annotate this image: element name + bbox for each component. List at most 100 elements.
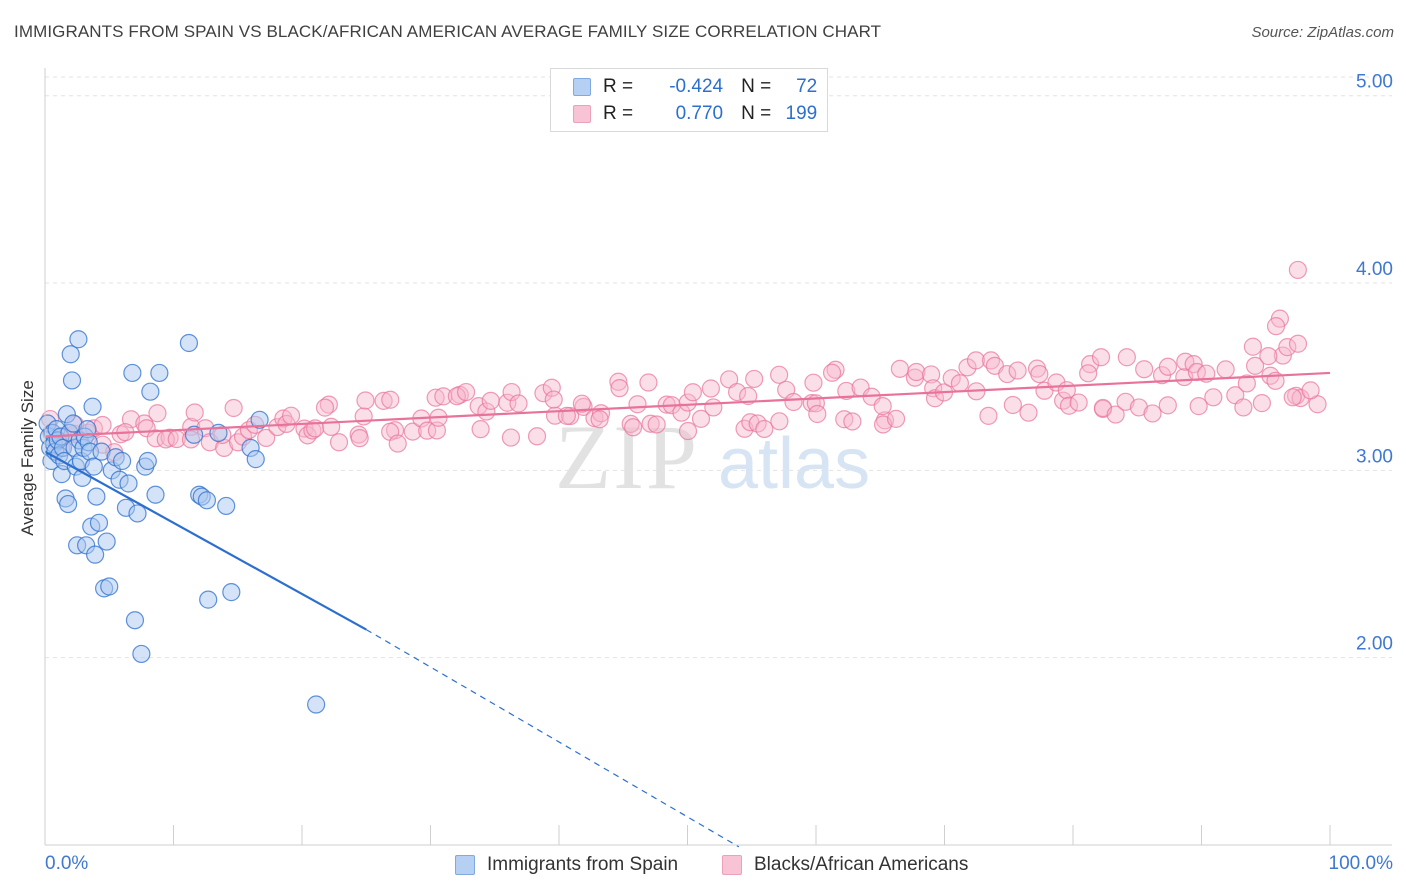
blue-point [146, 485, 165, 504]
blue-point [150, 363, 169, 383]
pink-point [1216, 360, 1235, 379]
pink-point [770, 412, 789, 431]
n-value-spain: 72 [796, 76, 818, 97]
legend-item-black[interactable]: Blacks/African Americans [722, 852, 968, 878]
legend-item-spain[interactable]: Immigrants from Spain [455, 852, 678, 878]
blue-trend-line [44, 450, 367, 631]
blue-point [246, 450, 265, 469]
pink-point [621, 414, 640, 434]
pink-point [1030, 364, 1049, 384]
pink-point [950, 374, 970, 393]
blue-point [61, 345, 80, 364]
y-tick-label: 4.00 [1356, 259, 1393, 280]
blue-point [250, 410, 269, 429]
pink-point [148, 404, 167, 423]
blue-point [62, 371, 82, 390]
pink-point [418, 421, 437, 440]
pink-point [501, 428, 521, 447]
pink-point [1243, 337, 1263, 356]
legend-pink-swatch [722, 855, 742, 875]
pink-point [456, 382, 476, 402]
pink-point [481, 391, 500, 410]
pink-point [1204, 388, 1223, 407]
pink-point [381, 390, 400, 409]
pink-point [1273, 346, 1292, 365]
blue-swatch [573, 78, 591, 96]
pink-point [329, 433, 349, 452]
pink-point [886, 409, 906, 428]
pink-point [907, 362, 926, 382]
pink-point [426, 388, 445, 407]
pink-point [837, 381, 856, 401]
blue-point [84, 457, 103, 476]
pink-point [322, 417, 341, 437]
pink-point [770, 365, 789, 384]
pink-point [678, 421, 698, 441]
blue-point [112, 451, 132, 471]
pink-point [1135, 360, 1154, 379]
pink-point [728, 382, 747, 402]
pink-point [822, 363, 842, 382]
pink-point [1106, 405, 1125, 424]
pink-point [388, 434, 407, 453]
stats-row-spain: R = -0.424 N = 72 [573, 74, 817, 100]
source-credit: Source: ZipAtlas.com [1251, 24, 1394, 41]
pink-point [691, 409, 711, 428]
pink-point [966, 351, 986, 370]
pink-point [701, 379, 720, 398]
pink-point [678, 393, 697, 412]
blue-point [59, 494, 78, 514]
blue-series-points [38, 330, 326, 714]
pink-point [804, 373, 823, 392]
blue-point [119, 474, 138, 493]
pink-point [1143, 404, 1162, 423]
pink-point [1079, 364, 1098, 383]
blue-point [83, 397, 102, 416]
pink-point [1283, 388, 1302, 407]
pink-point [873, 397, 892, 416]
pink-point [998, 364, 1017, 384]
pink-point [509, 394, 528, 413]
blue-point [123, 363, 142, 383]
pink-point [1091, 348, 1111, 367]
pink-point [471, 420, 490, 439]
pink-point [1003, 395, 1022, 415]
blue-point [197, 491, 217, 510]
y-tick-label: 2.00 [1356, 634, 1393, 655]
pink-point [257, 428, 276, 448]
pink-point [925, 389, 945, 408]
pink-point [890, 359, 910, 378]
r-label: R = [603, 103, 634, 124]
y-tick-label: 3.00 [1356, 446, 1393, 467]
r-value-spain: -0.424 [669, 76, 724, 97]
pink-point [502, 382, 521, 402]
pink-point [1291, 388, 1310, 408]
pink-point [609, 372, 628, 391]
blue-point [125, 611, 145, 630]
pink-point [1008, 361, 1027, 380]
n-label: N = [741, 76, 772, 97]
pink-point [354, 407, 373, 426]
blue-point [132, 644, 151, 664]
blue-point [128, 504, 147, 523]
pink-point [1054, 391, 1073, 410]
pink-point [303, 421, 322, 440]
pink-point [93, 415, 112, 435]
pink-point [374, 391, 393, 410]
pink-point [1252, 394, 1271, 413]
x-tick-label-min: 0.0% [45, 853, 88, 874]
pink-trend-line [44, 371, 1331, 438]
watermark: ZIP atlas [555, 406, 870, 508]
blue-point [179, 333, 199, 353]
blue-point [97, 532, 116, 551]
pink-point [1080, 355, 1100, 374]
pink-point [1129, 398, 1149, 417]
blue-point [222, 583, 241, 602]
pink-point [1117, 348, 1136, 367]
legend-label-black: Blacks/African Americans [754, 854, 969, 875]
blue-trend-extension [365, 629, 740, 848]
pink-point [572, 394, 591, 413]
blue-point [138, 451, 157, 471]
blue-point [89, 513, 109, 532]
